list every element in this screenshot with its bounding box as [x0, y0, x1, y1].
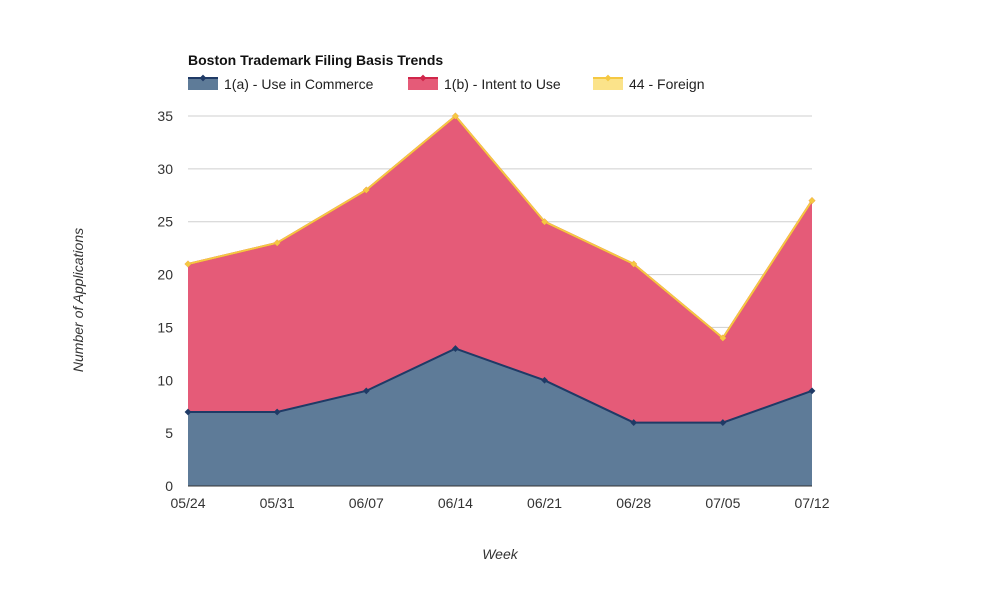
- y-tick-label: 25: [157, 214, 173, 230]
- legend-label: 44 - Foreign: [629, 76, 704, 92]
- data-point-series-1: [719, 419, 727, 426]
- legend-label: 1(a) - Use in Commerce: [224, 76, 374, 92]
- legend-swatch: [408, 78, 438, 90]
- y-tick-label: 15: [157, 319, 173, 335]
- x-tick-label: 05/24: [170, 495, 205, 511]
- data-point-series-1: [541, 376, 548, 384]
- data-point-series-1: [273, 408, 281, 416]
- x-tick-label: 06/07: [349, 495, 384, 511]
- y-tick-label: 10: [157, 372, 173, 388]
- data-point-series-3: [808, 197, 816, 204]
- legend-label: 1(b) - Intent to Use: [444, 76, 561, 92]
- y-tick-label: 20: [157, 267, 173, 283]
- y-axis-ticks: 0 5 10 15 20 25 30 35: [157, 108, 173, 494]
- y-tick-label: 30: [157, 161, 173, 177]
- data-point-series-3: [273, 239, 281, 247]
- data-point-series-3: [541, 218, 548, 226]
- data-point-series-3: [184, 260, 192, 268]
- data-point-series-3: [362, 186, 370, 194]
- x-axis-ticks: 05/24 05/31 06/07 06/14 06/21 06/28 07/05 07/12: [170, 495, 829, 511]
- area-series-2: [188, 116, 812, 423]
- x-tick-label: 06/21: [527, 495, 562, 511]
- data-point-series-1: [808, 387, 816, 395]
- data-point-series-3: [719, 334, 727, 342]
- plot-areas: [188, 116, 812, 486]
- legend-marker: [604, 74, 612, 82]
- data-point-series-1: [184, 408, 192, 416]
- x-axis-title: Week: [482, 546, 519, 562]
- legend-swatch: [188, 78, 218, 90]
- x-tick-label: 07/12: [794, 495, 829, 511]
- plot-lines: [187, 114, 813, 424]
- data-point-series-1: [362, 387, 370, 395]
- data-point-series-1: [630, 419, 638, 426]
- plot-points: [184, 112, 816, 426]
- legend-marker: [199, 74, 207, 82]
- y-tick-label: 5: [165, 425, 173, 441]
- data-point-series-3: [630, 260, 638, 268]
- legend-marker: [419, 74, 427, 82]
- line-series-1: [188, 347, 813, 424]
- line-series-3: [187, 114, 813, 340]
- x-tick-label: 05/31: [260, 495, 295, 511]
- data-point-series-1: [452, 345, 459, 352]
- area-series-1: [188, 348, 812, 486]
- data-point-series-3: [452, 112, 459, 120]
- y-axis-title: Number of Applications: [70, 228, 86, 372]
- x-tick-label: 06/28: [616, 495, 651, 511]
- legend-swatch: [593, 78, 623, 90]
- y-tick-label: 0: [165, 478, 173, 494]
- legend: 1(a) - Use in Commerce 1(b) - Intent to U…: [188, 74, 704, 92]
- chart-title: Boston Trademark Filing Basis Trends: [188, 52, 443, 68]
- x-tick-label: 07/05: [705, 495, 740, 511]
- x-tick-label: 06/14: [438, 495, 473, 511]
- y-tick-label: 35: [157, 108, 173, 124]
